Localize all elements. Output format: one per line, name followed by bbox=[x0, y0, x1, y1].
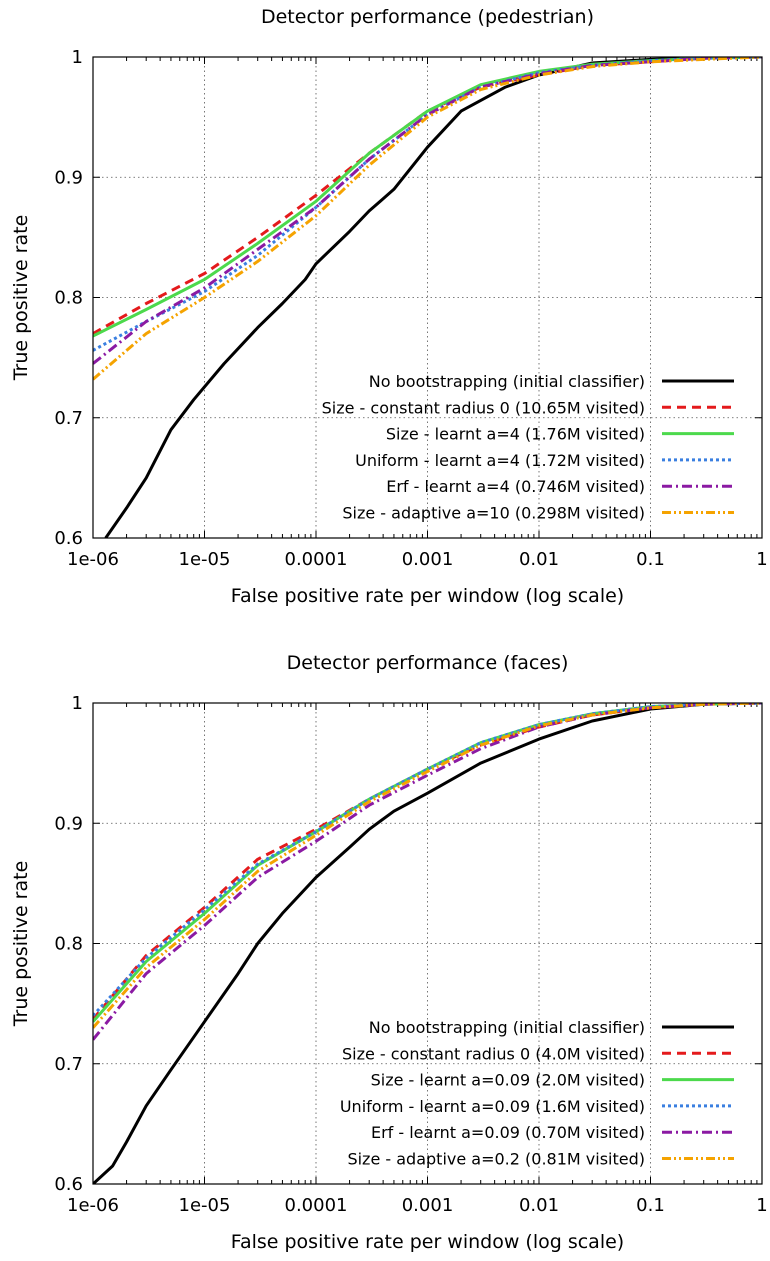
plot-frame bbox=[92, 702, 763, 1185]
legend-label: Uniform - learnt a=0.09 (1.6M visited) bbox=[340, 1097, 645, 1116]
y-tick-label: 0.7 bbox=[54, 408, 83, 429]
chart-panel-2: Detector performance (faces) 1e-06 1e-05 0.… bbox=[10, 652, 768, 1253]
x-tick-label: 0.0001 bbox=[285, 1195, 348, 1216]
x-tick-label: 0.01 bbox=[519, 1195, 559, 1216]
y-axis-label: True positive rate bbox=[10, 861, 32, 1028]
series-line-1 bbox=[93, 703, 762, 1184]
x-tick-label: 0.01 bbox=[519, 549, 559, 570]
chart-title: Detector performance (faces) bbox=[287, 652, 569, 674]
y-tick-label: 0.7 bbox=[54, 1054, 83, 1075]
x-tick-label: 0.001 bbox=[402, 1195, 454, 1216]
legend-label: Size - constant radius 0 (4.0M visited) bbox=[342, 1044, 645, 1063]
y-tick-label: 0.8 bbox=[54, 934, 83, 955]
x-tick-label: 1e-05 bbox=[179, 549, 231, 570]
chart-panel-1: Detector performance (pedestrian) 1e-06 1e… bbox=[10, 6, 768, 607]
x-tick-label: 0.001 bbox=[402, 549, 454, 570]
legend-label: Size - constant radius 0 (10.65M visited… bbox=[322, 398, 645, 417]
legend-label: Erf - learnt a=4 (0.746M visited) bbox=[386, 477, 645, 496]
y-tick-label: 0.9 bbox=[54, 813, 83, 834]
legend-label: Size - learnt a=0.09 (2.0M visited) bbox=[371, 1071, 645, 1090]
series-line-5 bbox=[93, 703, 762, 1041]
legend-label: Size - learnt a=4 (1.76M visited) bbox=[386, 425, 645, 444]
series-line-5 bbox=[93, 57, 762, 365]
x-tick-label: 0.1 bbox=[636, 549, 665, 570]
y-axis-label: True positive rate bbox=[10, 215, 32, 382]
series-group bbox=[93, 57, 762, 538]
legend-label: Size - adaptive a=0.2 (0.81M visited) bbox=[347, 1150, 645, 1169]
x-tick-label: 1 bbox=[756, 549, 767, 570]
y-tick-label: 0.6 bbox=[54, 528, 83, 549]
x-axis-label: False positive rate per window (log scal… bbox=[231, 585, 624, 607]
legend-label: Erf - learnt a=0.09 (0.70M visited) bbox=[371, 1123, 645, 1142]
y-tick-label: 0.6 bbox=[54, 1174, 83, 1195]
legend-label: No bootstrapping (initial classifier) bbox=[369, 372, 645, 391]
plot-frame bbox=[92, 56, 763, 539]
chart-title: Detector performance (pedestrian) bbox=[261, 6, 594, 28]
series-line-6 bbox=[93, 57, 762, 381]
x-tick-label: 1e-06 bbox=[67, 549, 119, 570]
series-group bbox=[93, 703, 762, 1184]
x-tick-label: 1e-05 bbox=[179, 1195, 231, 1216]
legend-label: No bootstrapping (initial classifier) bbox=[369, 1018, 645, 1037]
x-tick-label: 1 bbox=[756, 1195, 767, 1216]
x-axis-label: False positive rate per window (log scal… bbox=[231, 1231, 624, 1253]
x-tick-label: 1e-06 bbox=[67, 1195, 119, 1216]
y-tick-label: 0.9 bbox=[54, 167, 83, 188]
series-line-6 bbox=[93, 703, 762, 1029]
y-tick-label: 1 bbox=[72, 693, 83, 714]
series-line-4 bbox=[93, 57, 762, 352]
x-tick-label: 0.1 bbox=[636, 1195, 665, 1216]
y-tick-label: 1 bbox=[72, 47, 83, 68]
y-tick-label: 0.8 bbox=[54, 288, 83, 309]
legend-label: Size - adaptive a=10 (0.298M visited) bbox=[342, 504, 645, 523]
legend-label: Uniform - learnt a=4 (1.72M visited) bbox=[355, 451, 645, 470]
x-tick-label: 0.0001 bbox=[285, 549, 348, 570]
